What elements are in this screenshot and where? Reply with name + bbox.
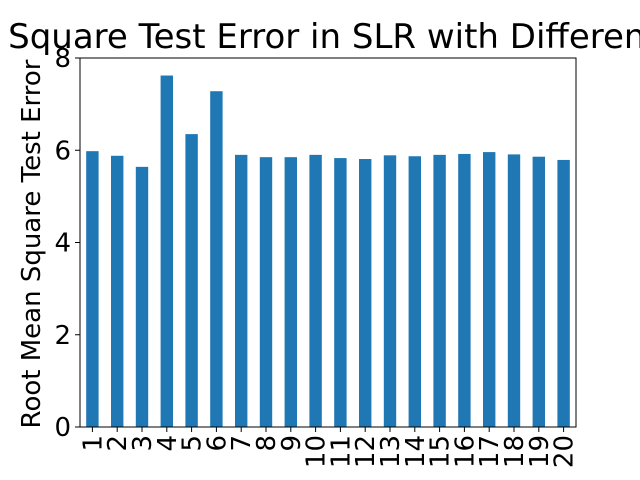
bar-2: [111, 155, 124, 427]
bar-16: [458, 153, 471, 427]
bar-1: [86, 151, 99, 428]
x-tick-label: 2: [103, 435, 133, 452]
bar-11: [334, 158, 347, 427]
plot-frame: [79, 57, 577, 428]
bar-4: [160, 75, 173, 427]
y-axis-label: Root Mean Square Test Error: [17, 59, 47, 428]
bars-group: [86, 75, 570, 428]
x-tick-label: 1: [78, 435, 108, 452]
x-tick-label: 4: [153, 435, 183, 452]
x-tick-label: 20: [550, 435, 580, 468]
x-tick-label: 13: [376, 435, 406, 468]
bar-3: [135, 166, 149, 428]
y-tick-label: 6: [54, 136, 71, 166]
bar-7: [235, 154, 248, 428]
bar-8: [259, 157, 273, 427]
x-tick-label: 11: [326, 435, 356, 468]
y-tick-label: 8: [54, 44, 71, 74]
x-tick-label: 18: [500, 435, 530, 468]
x-tick-label: 10: [302, 435, 332, 468]
x-tick-label: 17: [475, 435, 505, 468]
bar-6: [210, 91, 223, 428]
x-tick-label: 14: [401, 435, 431, 468]
bar-13: [383, 155, 397, 428]
bar-5: [185, 134, 198, 427]
x-tick-label: 3: [128, 435, 158, 452]
x-tick-label: 7: [227, 435, 257, 452]
bar-10: [309, 154, 322, 428]
y-tick-label: 2: [54, 321, 71, 351]
chart-title: Root Mean Square Test Error in SLR with …: [0, 17, 640, 57]
bar-9: [284, 157, 297, 427]
x-tick-label: 16: [450, 435, 480, 468]
x-tick-label: 12: [351, 435, 381, 468]
y-tick-label: 4: [54, 229, 71, 259]
x-tick-label: 5: [178, 435, 208, 452]
bar-12: [359, 159, 372, 428]
bar-20: [557, 159, 570, 427]
bar-19: [532, 156, 545, 427]
x-tick-label: 8: [252, 435, 282, 452]
x-tick-label: 6: [202, 435, 232, 452]
x-tick-label: 9: [277, 435, 307, 452]
bar-17: [483, 152, 496, 427]
x-tick-label: 15: [426, 435, 456, 468]
x-tick-label: 19: [525, 435, 555, 468]
y-axis-ticks: 0 2 4 6 8: [54, 44, 80, 443]
bar-14: [408, 156, 421, 427]
bar-15: [433, 154, 446, 428]
bar-18: [507, 154, 521, 427]
y-tick-label: 0: [54, 413, 71, 443]
